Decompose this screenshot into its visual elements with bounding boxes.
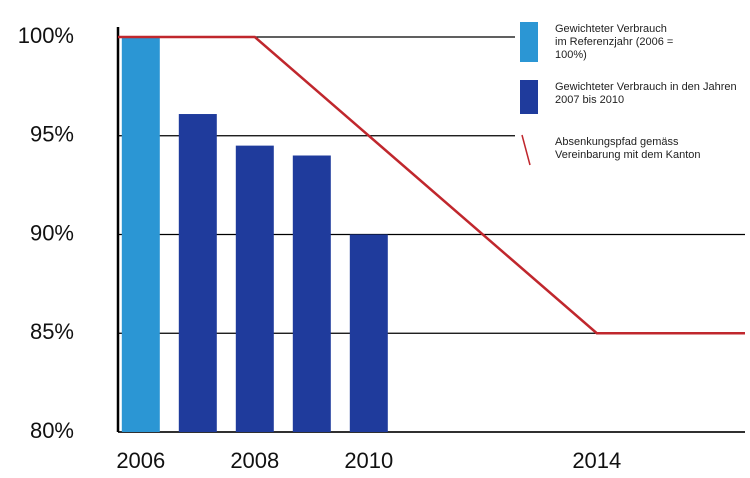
y-tick-label: 90% [30,220,74,245]
x-tick-label: 2006 [116,448,165,473]
x-tick-label: 2014 [572,448,621,473]
bar [349,234,388,432]
y-tick-label: 100% [18,23,74,48]
bar [121,37,160,432]
legend-label: Gewichteter Verbrauch in den Jahren 2007… [555,81,745,107]
bar [178,114,217,433]
x-tick-label: 2008 [230,448,279,473]
legend-swatch [521,134,531,166]
legend-swatch [520,80,538,114]
line [118,35,745,335]
legend-label: Gewichteter Verbrauch im Referenzjahr (2… [555,23,675,62]
y-tick-label: 95% [30,122,74,147]
x-tick-label: 2010 [344,448,393,473]
legend-swatch [520,22,538,62]
bar [235,145,274,432]
y-tick-label: 85% [30,319,74,344]
bar [292,155,331,432]
y-tick-label: 80% [30,418,74,443]
legend-label: Absenkungspfad gemäss Vereinbarung mit d… [555,136,745,162]
